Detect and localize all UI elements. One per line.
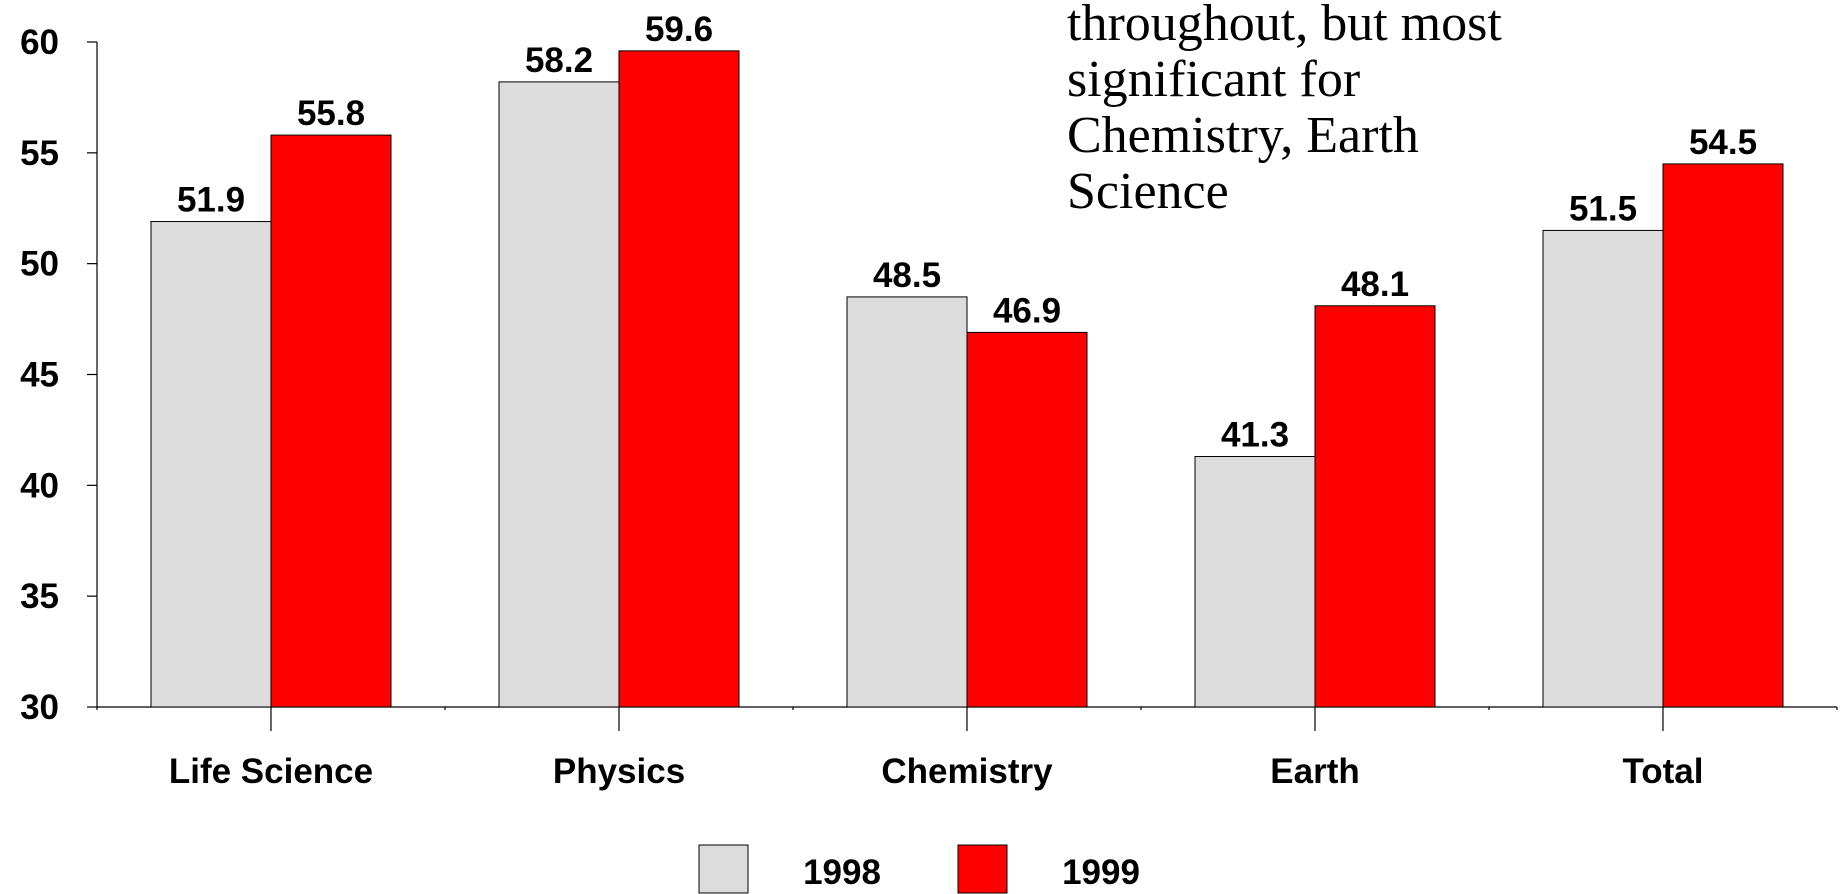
- x-tick-label: Life Science: [169, 752, 373, 791]
- x-tick-label: Physics: [553, 752, 685, 791]
- bar: [618, 50, 740, 708]
- legend-swatch: [698, 844, 749, 894]
- bar: [150, 221, 272, 708]
- legend-swatch: [957, 844, 1008, 894]
- annotation: significant for: [1067, 51, 1360, 108]
- value-label: 51.5: [1569, 189, 1637, 228]
- y-tick-label: 60: [20, 23, 59, 62]
- y-tick-label: 40: [20, 466, 59, 505]
- value-label: 41.3: [1221, 416, 1289, 455]
- bar: [1194, 456, 1316, 708]
- x-tick-label: Chemistry: [881, 752, 1053, 791]
- y-tick-label: 30: [20, 688, 59, 727]
- annotation: Chemistry, Earth: [1067, 107, 1419, 164]
- y-tick-label: 55: [20, 134, 59, 173]
- value-label: 59.6: [645, 10, 713, 49]
- bar: [966, 331, 1088, 708]
- bar: [498, 81, 620, 708]
- bar: [270, 134, 392, 708]
- value-label: 48.5: [873, 256, 941, 295]
- value-label: 48.1: [1341, 265, 1409, 304]
- y-tick-label: 35: [20, 577, 59, 616]
- value-label: 58.2: [525, 41, 593, 80]
- x-tick-label: Total: [1622, 752, 1703, 791]
- value-label: 55.8: [297, 94, 365, 133]
- y-tick-label: 45: [20, 356, 59, 395]
- bar: [1314, 305, 1436, 708]
- legend-label: 1999: [1062, 853, 1140, 892]
- value-label: 51.9: [177, 181, 245, 220]
- legend-label: 1998: [803, 853, 881, 892]
- bar: [846, 296, 968, 708]
- annotation: throughout, but most: [1067, 0, 1502, 52]
- bar: [1662, 163, 1784, 708]
- bar: [1542, 229, 1664, 708]
- annotation: Science: [1067, 163, 1229, 220]
- y-tick-label: 50: [20, 245, 59, 284]
- value-label: 46.9: [993, 291, 1061, 330]
- x-tick-label: Earth: [1270, 752, 1359, 791]
- value-label: 54.5: [1689, 123, 1757, 162]
